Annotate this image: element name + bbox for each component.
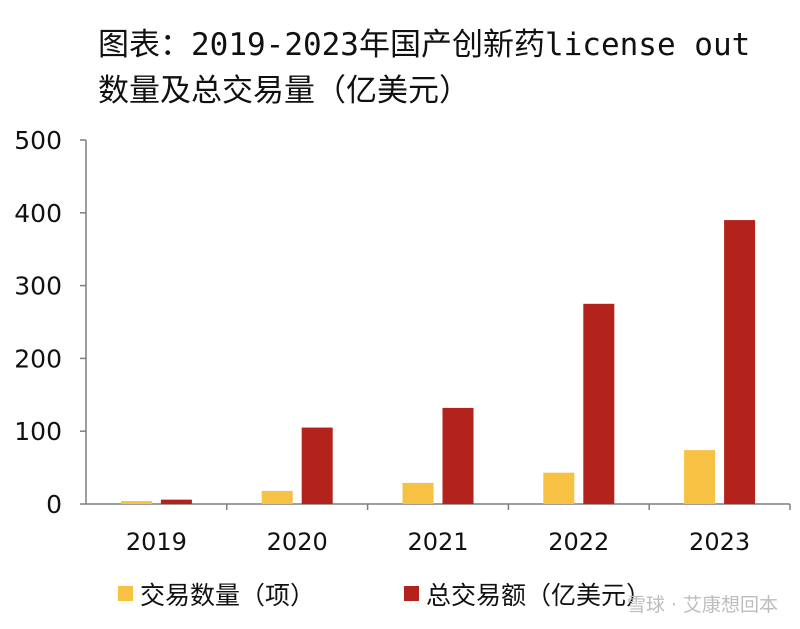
x-axis-ticks: 2019 2020 2021 2022 2023 (126, 504, 791, 556)
chart-title: 图表：2019-2023年国产创新药license out 数量及总交易量（亿美… (98, 22, 798, 114)
bar-deal-value-2023 (724, 220, 756, 504)
y-axis-ticks: 0 100 200 300 400 500 (14, 126, 86, 519)
y-tick-label: 500 (14, 126, 62, 155)
watermark-text: 雪球 · 艾康想回本 (627, 594, 778, 616)
x-tick-label: 2022 (548, 528, 609, 556)
bar-deal-count-2022 (543, 472, 575, 504)
bar-deal-value-2021 (442, 407, 474, 504)
chart-title-line-1: 图表：2019-2023年国产创新药license out (98, 27, 751, 63)
chart-title-line-2: 数量及总交易量（亿美元） (98, 73, 470, 109)
y-tick-label: 200 (14, 344, 62, 373)
x-tick-label: 2023 (689, 528, 750, 556)
bar-deal-count-2023 (684, 450, 716, 504)
x-tick-label: 2021 (407, 528, 468, 556)
legend-swatch (404, 586, 419, 601)
y-tick-label: 100 (14, 417, 62, 446)
y-tick-label: 400 (14, 199, 62, 228)
bar-deal-value-2019 (160, 499, 192, 504)
bar-deal-count-2020 (261, 490, 293, 504)
y-tick-label: 0 (46, 490, 62, 519)
bar-deal-value-2020 (301, 427, 333, 504)
chart-legend: 交易数量（项） 总交易额（亿美元） (118, 581, 651, 610)
y-tick-label: 300 (14, 272, 62, 301)
legend-label: 交易数量（项） (140, 581, 315, 610)
legend-label: 总交易额（亿美元） (426, 581, 651, 610)
x-tick-label: 2019 (126, 528, 187, 556)
legend-swatch (118, 586, 133, 601)
bar-deal-count-2021 (402, 482, 434, 504)
x-tick-label: 2020 (267, 528, 328, 556)
chart-axes (85, 140, 790, 505)
chart-bars (120, 220, 756, 504)
bar-deal-count-2019 (120, 501, 152, 504)
bar-deal-value-2022 (583, 303, 615, 504)
